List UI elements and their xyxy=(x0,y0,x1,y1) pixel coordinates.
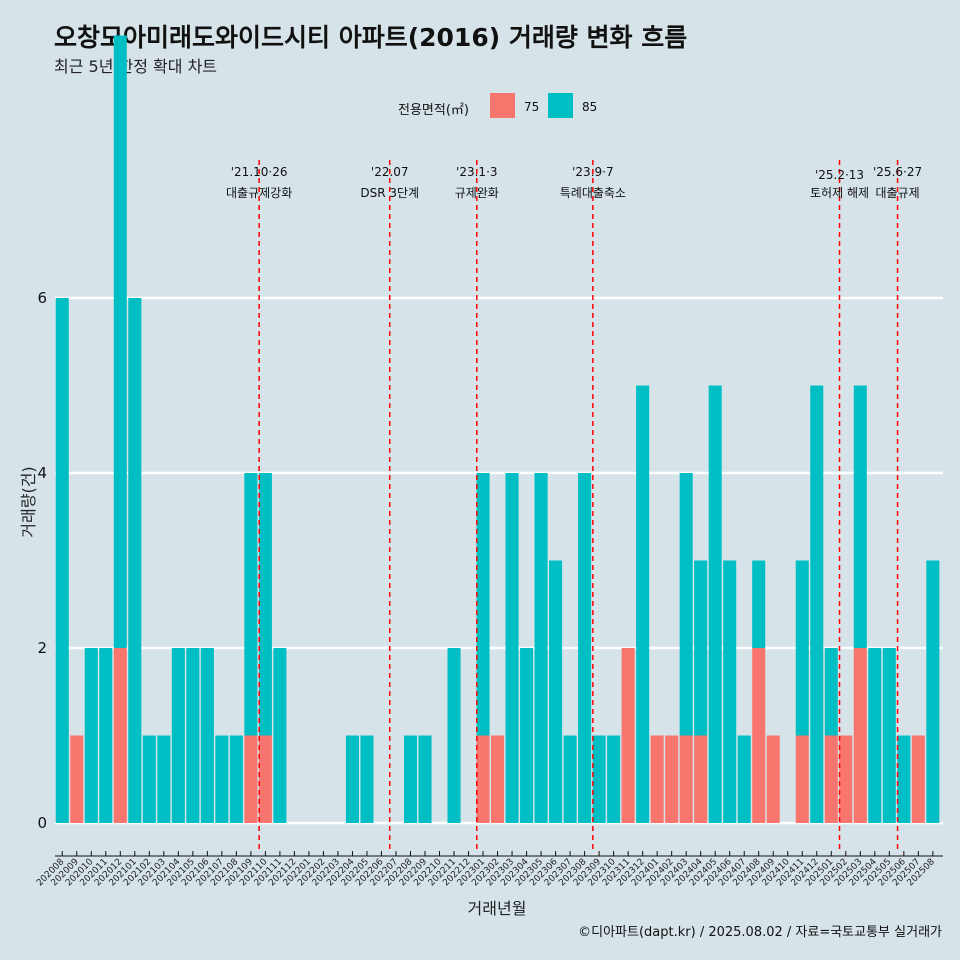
legend-title: 전용면적(㎡) xyxy=(398,103,469,118)
bar-85-202504 xyxy=(868,648,882,823)
bar-85-202408 xyxy=(752,560,766,648)
bar-85-202306 xyxy=(549,560,563,823)
bar-75-202009 xyxy=(70,735,84,823)
bar-85-202304 xyxy=(520,648,534,823)
bar-85-202111 xyxy=(273,648,287,823)
event-date: '21.10·26 xyxy=(231,165,288,179)
y-tick-label: 4 xyxy=(37,464,47,482)
bar-85-202008 xyxy=(55,298,69,823)
bar-85-202103 xyxy=(157,735,171,823)
y-tick-label: 6 xyxy=(37,289,47,307)
legend-label-85: 85 xyxy=(582,100,598,114)
y-tick-label: 0 xyxy=(37,814,47,832)
bar-75-202411 xyxy=(795,735,809,823)
bar-75-202408 xyxy=(752,648,766,823)
event-label: 규제완화 xyxy=(455,186,499,200)
bar-85-202104 xyxy=(171,648,185,823)
bar-85-202503 xyxy=(853,385,867,648)
event-date: '25.6·27 xyxy=(873,165,922,179)
bar-85-202109 xyxy=(244,473,258,736)
bar-85-202106 xyxy=(200,648,214,823)
bar-85-202411 xyxy=(795,560,809,736)
y-tick-label: 2 xyxy=(37,639,47,657)
bar-85-202110 xyxy=(258,473,272,736)
bar-75-202404 xyxy=(694,735,708,823)
bar-85-202105 xyxy=(186,648,200,823)
event-date: '22.07 xyxy=(371,165,409,179)
bar-85-202101 xyxy=(128,298,142,823)
bar-85-202301 xyxy=(476,473,490,736)
bar-85-202406 xyxy=(723,560,737,823)
legend-label-75: 75 xyxy=(524,100,540,114)
bar-85-202508 xyxy=(926,560,940,823)
bar-75-202311 xyxy=(621,648,635,823)
bar-85-202501 xyxy=(824,648,838,736)
bar-85-202404 xyxy=(694,560,708,736)
bar-85-202407 xyxy=(737,735,751,823)
chart-title: 오창모아미래도와이드시티 아파트(2016) 거래량 변화 흐름 xyxy=(54,23,688,52)
event-label: 특례대출축소 xyxy=(560,186,626,200)
footer-credit: ©디아파트(dapt.kr) / 2025.08.02 / 자료=국토교통부 실… xyxy=(578,925,942,940)
bar-75-202109 xyxy=(244,735,258,823)
event-date: '23.1·3 xyxy=(456,165,497,179)
bar-75-202301 xyxy=(476,735,490,823)
bar-75-202503 xyxy=(853,648,867,823)
y-axis-title: 거래량(건) xyxy=(19,466,38,537)
bar-75-202402 xyxy=(665,735,679,823)
bar-85-202303 xyxy=(505,473,519,823)
bar-75-202302 xyxy=(491,735,505,823)
bar-85-202312 xyxy=(636,385,650,823)
bar-85-202102 xyxy=(142,735,156,823)
bar-75-202110 xyxy=(258,735,272,823)
bar-85-202209 xyxy=(418,735,432,823)
bar-85-202308 xyxy=(578,473,592,823)
bar-85-202208 xyxy=(403,735,418,823)
bar-85-202107 xyxy=(215,735,229,823)
bar-85-202505 xyxy=(882,648,896,823)
bar-85-202506 xyxy=(897,735,911,823)
event-label: DSR 3단계 xyxy=(360,186,419,200)
legend-swatch-85 xyxy=(548,93,573,118)
event-date: '23.9·7 xyxy=(572,165,613,179)
bar-85-202011 xyxy=(99,648,113,823)
bar-85-202309 xyxy=(592,735,606,823)
bar-85-202010 xyxy=(84,648,98,823)
bar-85-202108 xyxy=(229,735,243,823)
bar-85-202403 xyxy=(679,473,693,736)
bar-85-202412 xyxy=(810,385,824,823)
event-label: 토허제 해제 xyxy=(810,186,869,200)
bar-85-202405 xyxy=(708,385,722,823)
bar-75-202507 xyxy=(911,735,925,823)
legend: 전용면적(㎡) 75 85 xyxy=(0,93,960,121)
legend-swatch-75 xyxy=(490,93,515,118)
bar-85-202310 xyxy=(607,735,621,823)
event-label: 대출규제 xyxy=(875,186,919,200)
bar-85-202211 xyxy=(447,648,461,823)
bar-85-202204 xyxy=(345,735,359,823)
bar-75-202502 xyxy=(839,735,853,823)
bar-75-202409 xyxy=(766,735,780,823)
bar-75-202012 xyxy=(113,648,127,823)
bar-75-202403 xyxy=(679,735,693,823)
bar-75-202401 xyxy=(650,735,664,823)
bar-85-202307 xyxy=(563,735,577,823)
bar-85-202012 xyxy=(113,35,127,648)
event-label: 대출규제강화 xyxy=(226,186,292,200)
chart-subtitle: 최근 5년 한정 확대 차트 xyxy=(54,57,218,76)
x-axis-title: 거래년월 xyxy=(468,899,527,918)
bar-85-202205 xyxy=(360,735,374,823)
bar-75-202501 xyxy=(824,735,838,823)
bar-85-202305 xyxy=(534,473,548,823)
event-date: '25.2·13 xyxy=(815,168,864,182)
